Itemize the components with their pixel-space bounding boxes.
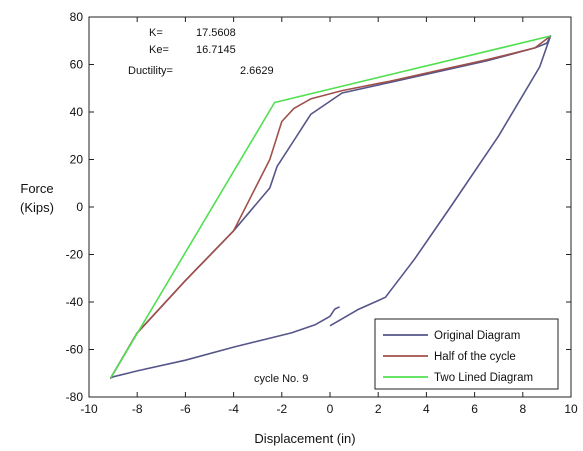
series-layer [109,35,552,379]
cycle-label: cycle No. 9 [254,373,308,385]
y-axis-label-line1: Force [20,181,53,196]
legend-label-original: Original Diagram [434,330,520,342]
ke-label: Ke= [149,44,169,56]
x-tick-label: 4 [423,402,430,416]
series-half-of-cycle [110,35,551,379]
x-axis-label: Displacement (in) [254,431,355,446]
x-tick-label: -10 [80,402,98,416]
x-tick-label: 10 [564,402,578,416]
x-tick-label: 0 [327,402,334,416]
x-tick-label: -6 [180,402,191,416]
y-tick-label: 60 [70,58,84,72]
x-tick-label: 6 [471,402,478,416]
legend-label-two-lined: Two Lined Diagram [434,372,533,384]
x-tick-label: 2 [375,402,382,416]
y-tick-label: -80 [66,390,84,404]
k-value: 17.5608 [196,27,236,39]
x-tick-label: 8 [519,402,526,416]
y-tick-label: -40 [66,295,84,309]
x-tick-label: -4 [228,402,239,416]
series-two-lined-diagram [110,35,551,379]
ke-value: 16.7145 [196,44,236,56]
ductility-value: 2.6629 [240,65,274,77]
y-tick-label: -60 [66,343,84,357]
ductility-label: Ductility= [128,65,173,77]
y-tick-label: 40 [70,105,84,119]
x-tick-label: -2 [276,402,287,416]
y-tick-label: 0 [76,200,83,214]
legend-label-half-cycle: Half of the cycle [434,351,516,363]
y-tick-label: -20 [66,248,84,262]
legend: Original Diagram Half of the cycle Two L… [374,318,559,390]
y-tick-label: 20 [70,153,84,167]
k-label: K= [149,27,163,39]
x-tick-label: -8 [132,402,143,416]
y-axis-label-line2: (Kips) [20,200,54,215]
y-tick-label: 80 [70,10,84,24]
series-original-diagram [109,35,552,379]
stiffness-annotations: K= 17.5608 Ke= 16.7145 Ductility= 2.6629 [128,27,274,77]
